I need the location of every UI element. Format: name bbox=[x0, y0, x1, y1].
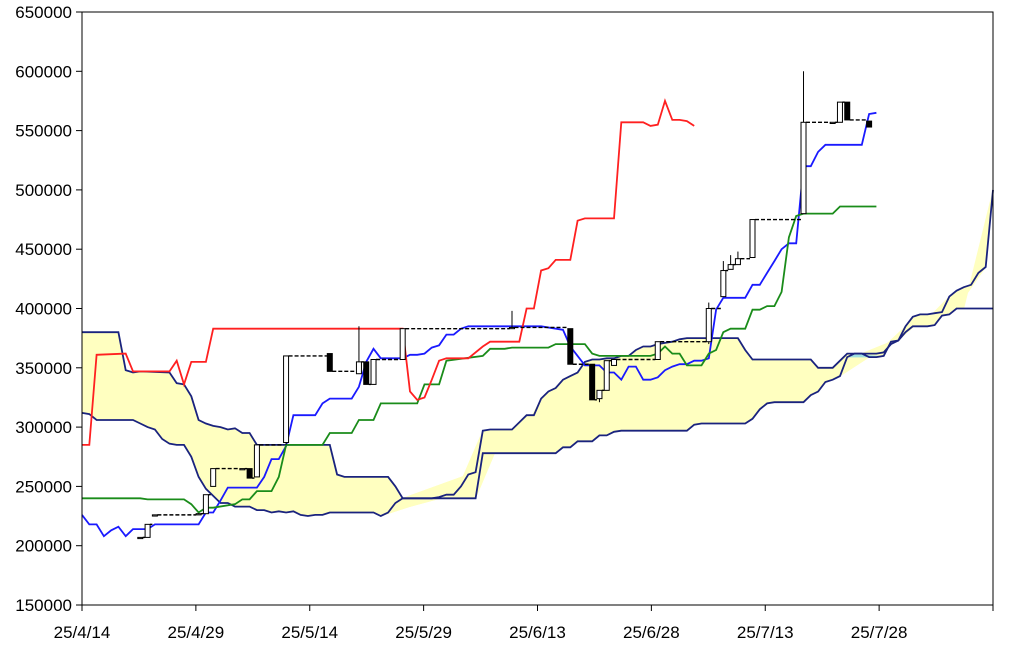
candle bbox=[836, 101, 845, 123]
candle-body-down bbox=[589, 363, 596, 401]
y-tick-label: 150000 bbox=[15, 596, 72, 615]
candle-body-up bbox=[283, 355, 290, 444]
candle bbox=[326, 353, 357, 373]
candle-body-up bbox=[749, 219, 756, 259]
candle-body-up bbox=[611, 358, 618, 366]
base-line bbox=[82, 205, 877, 514]
cloud-segment bbox=[875, 316, 914, 355]
x-tick-label: 25/6/13 bbox=[509, 623, 566, 642]
candle-body-up bbox=[734, 258, 741, 266]
candle-body-up bbox=[370, 358, 377, 385]
candle bbox=[727, 255, 736, 270]
y-tick-label: 650000 bbox=[15, 3, 72, 22]
candle bbox=[654, 341, 707, 360]
candle bbox=[195, 512, 204, 516]
candle-body-up bbox=[800, 121, 807, 215]
candle-body-up bbox=[137, 536, 144, 540]
candle bbox=[202, 494, 211, 515]
candle bbox=[720, 261, 729, 298]
candle bbox=[151, 514, 197, 517]
candle bbox=[734, 251, 750, 266]
candle-body-up bbox=[210, 468, 217, 487]
y-tick-label: 350000 bbox=[15, 359, 72, 378]
candle bbox=[355, 326, 364, 375]
candle-body-up bbox=[603, 360, 610, 391]
candle bbox=[589, 363, 597, 401]
candle bbox=[283, 355, 328, 445]
candle bbox=[137, 536, 146, 540]
candle-body-up bbox=[253, 444, 260, 478]
candle bbox=[567, 328, 590, 365]
candle bbox=[844, 101, 867, 121]
candle bbox=[508, 310, 568, 330]
candle bbox=[363, 361, 372, 386]
leading-span-b-line bbox=[81, 307, 993, 517]
y-tick-label: 600000 bbox=[15, 62, 72, 81]
candle bbox=[829, 121, 838, 124]
candle bbox=[370, 358, 401, 385]
lagging-span-line bbox=[82, 98, 695, 446]
candle bbox=[749, 218, 802, 259]
candle-body-up bbox=[720, 270, 727, 298]
x-tick-label: 25/6/28 bbox=[623, 623, 680, 642]
candle-body-up bbox=[705, 308, 712, 343]
x-tick-label: 25/7/28 bbox=[851, 623, 908, 642]
candle-body-up bbox=[399, 328, 406, 360]
x-tick-label: 25/5/29 bbox=[395, 623, 452, 642]
candle-body-down bbox=[567, 328, 574, 365]
candle bbox=[866, 120, 873, 128]
y-tick-label: 250000 bbox=[15, 477, 72, 496]
candle-body-up bbox=[202, 494, 209, 515]
candle bbox=[399, 327, 510, 360]
candle-body-down bbox=[844, 101, 851, 121]
y-tick-label: 200000 bbox=[15, 537, 72, 556]
conversion-line bbox=[81, 111, 877, 538]
candle-body-up bbox=[355, 361, 362, 375]
candle bbox=[705, 302, 721, 345]
line-layer bbox=[81, 98, 994, 538]
candle bbox=[611, 358, 656, 366]
candle-body-down bbox=[363, 361, 370, 385]
candle bbox=[210, 467, 240, 487]
candle bbox=[144, 523, 153, 538]
candle bbox=[253, 444, 284, 478]
y-tick-label: 550000 bbox=[15, 122, 72, 141]
candle-body-up bbox=[239, 468, 246, 471]
candle-layer bbox=[137, 71, 873, 540]
candle-body-down bbox=[246, 468, 253, 479]
candle-body-up bbox=[836, 101, 843, 123]
candle-body-up bbox=[727, 264, 734, 270]
y-tick-label: 400000 bbox=[15, 300, 72, 319]
candle-body-up bbox=[508, 326, 515, 330]
candle-body-up bbox=[596, 389, 603, 400]
axis-layer: 650000 600000 550000 500000 450000 400000 3500… bbox=[15, 3, 994, 642]
y-tick-label: 300000 bbox=[15, 418, 72, 437]
candle-body-up bbox=[195, 513, 202, 516]
candle-body-up bbox=[829, 121, 836, 124]
x-tick-label: 25/5/14 bbox=[281, 623, 338, 642]
candle-body-up bbox=[654, 341, 661, 360]
candle-body-down bbox=[326, 353, 333, 372]
x-tick-label: 25/4/29 bbox=[168, 623, 225, 642]
y-tick-label: 450000 bbox=[15, 240, 72, 259]
plot-frame bbox=[81, 11, 994, 606]
y-tick-label: 500000 bbox=[15, 181, 72, 200]
candle-body-down bbox=[866, 120, 873, 128]
candle bbox=[596, 389, 605, 403]
candle-body-up bbox=[151, 514, 158, 517]
x-tick-label: 25/4/14 bbox=[54, 623, 111, 642]
candle-body-up bbox=[144, 523, 151, 538]
x-tick-label: 25/7/13 bbox=[737, 623, 794, 642]
candle bbox=[246, 468, 255, 479]
candle bbox=[800, 71, 831, 215]
